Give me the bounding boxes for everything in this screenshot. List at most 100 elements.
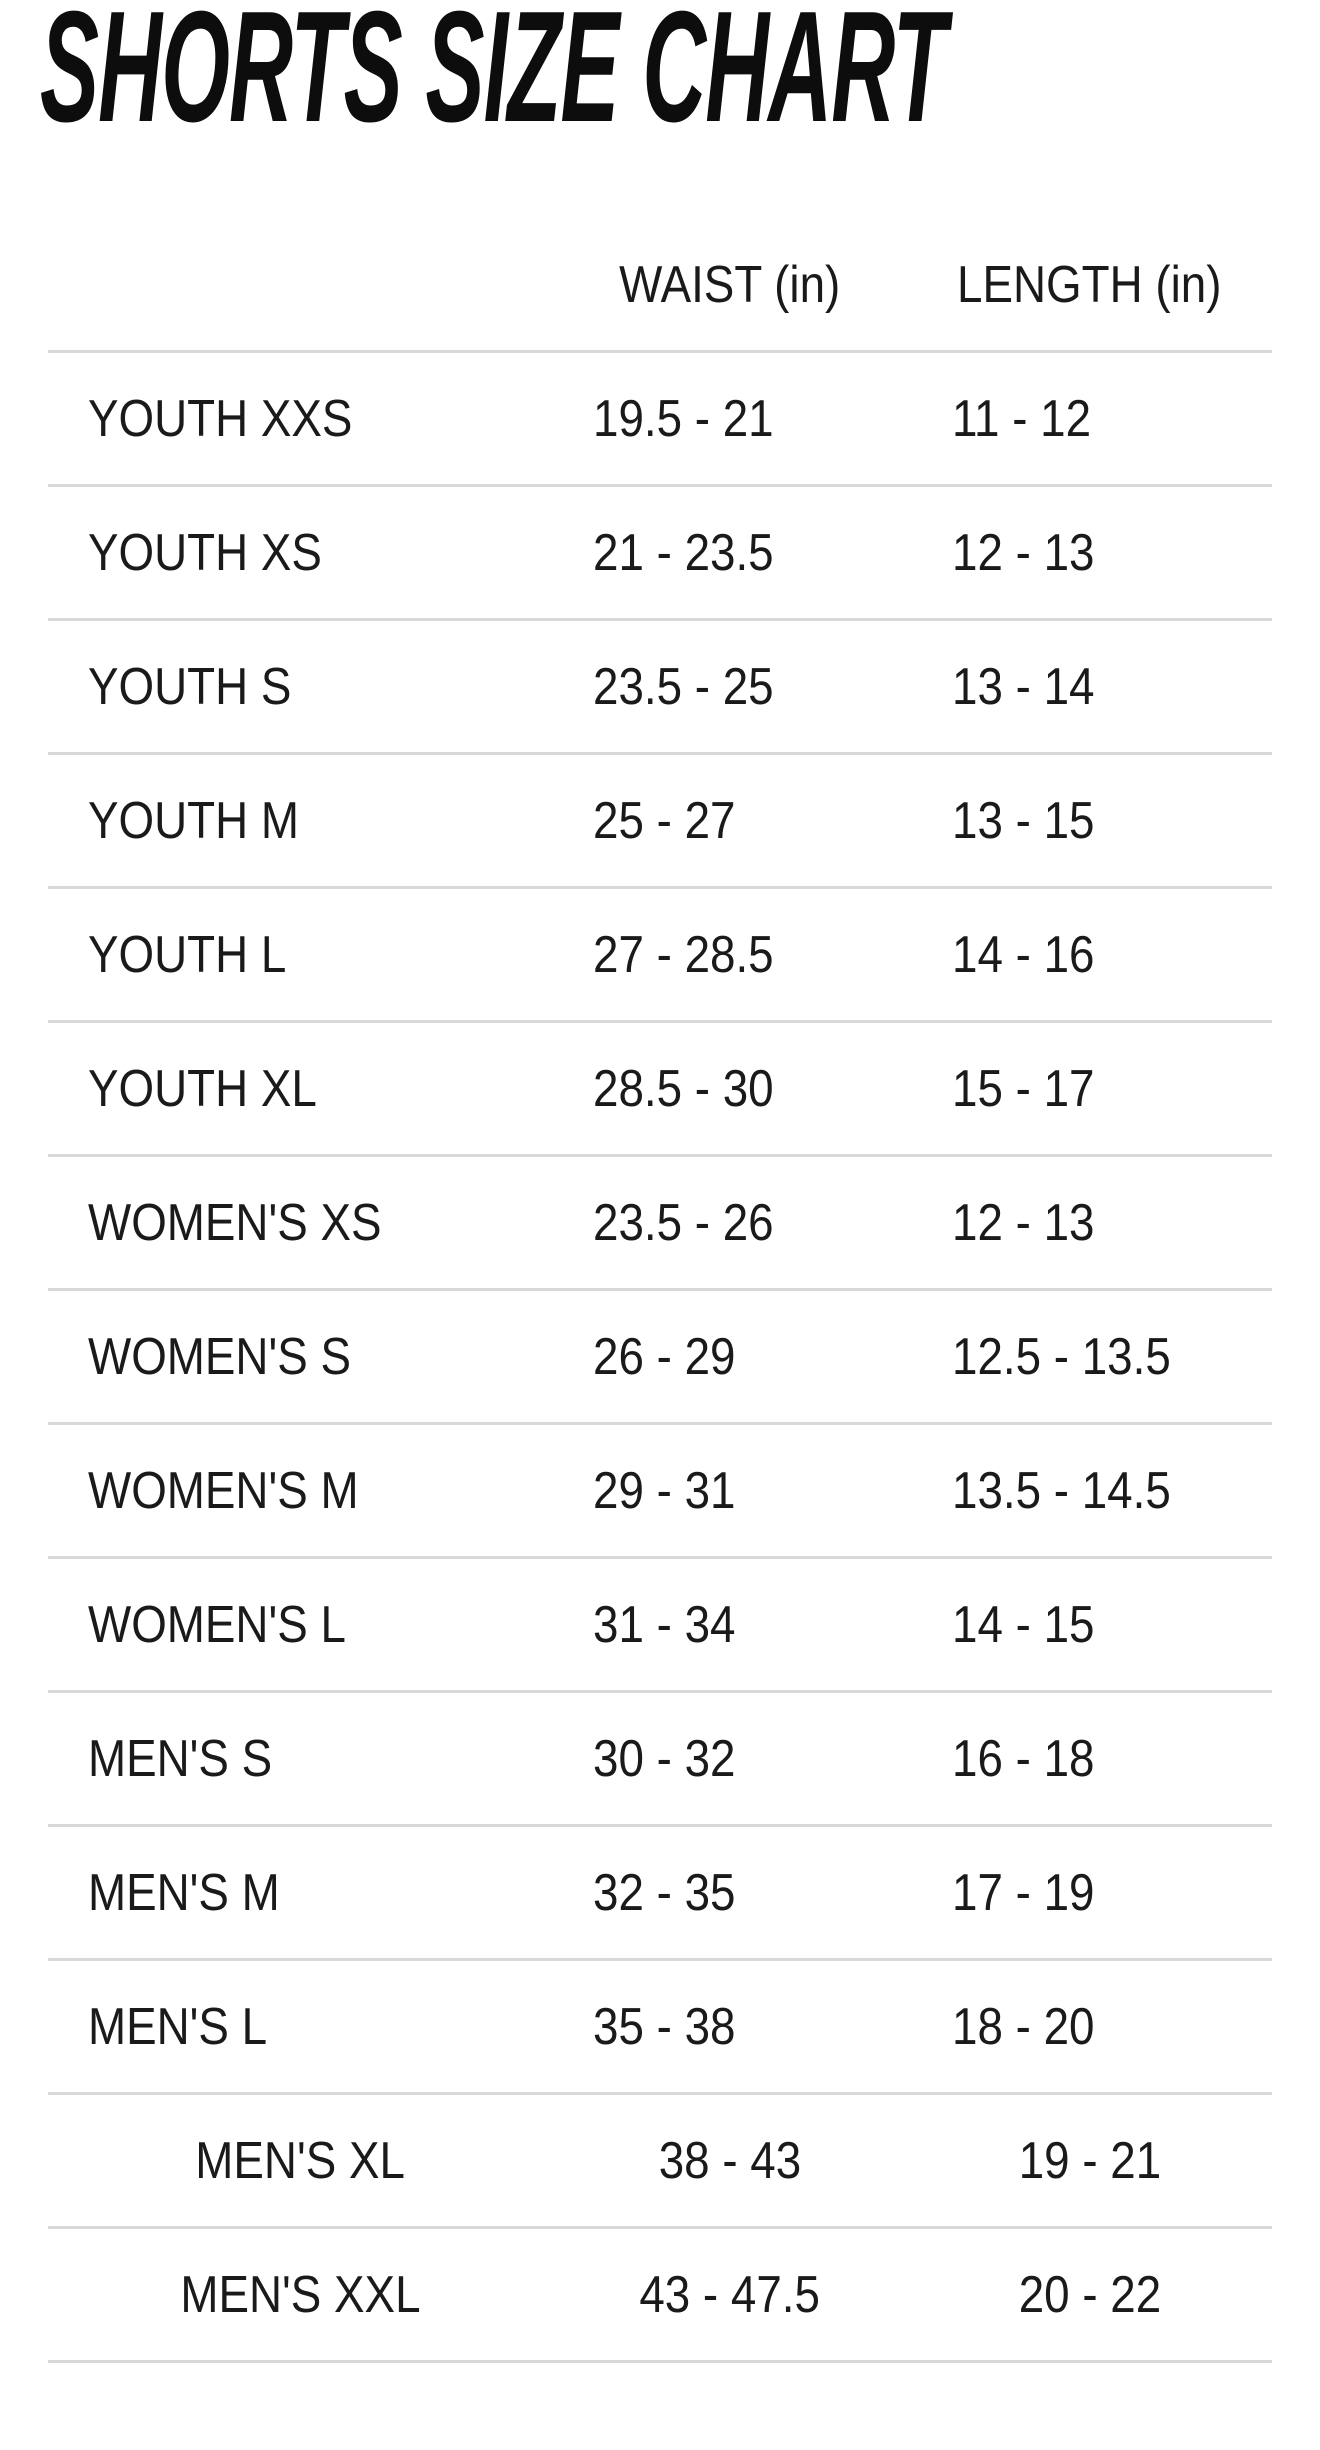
length-value: 12 - 13: [952, 1193, 1095, 1252]
table-row: YOUTH L 27 - 28.5 14 - 16: [48, 888, 1272, 1022]
size-label: YOUTH XL: [88, 1059, 317, 1118]
table-row: WOMEN'S L 31 - 34 14 - 15: [48, 1558, 1272, 1692]
page-title: SHORTS SIZE CHART: [40, 0, 947, 155]
length-value: 12.5 - 13.5: [952, 1327, 1171, 1386]
size-cell: MEN'S M: [48, 1826, 553, 1960]
length-cell: 11 - 12: [907, 352, 1272, 486]
waist-value: 32 - 35: [593, 1863, 736, 1922]
table-body: YOUTH XXS 19.5 - 21 11 - 12 YOUTH XS 21 …: [48, 352, 1272, 2362]
waist-value: 38 - 43: [658, 2131, 802, 2190]
length-value: 15 - 17: [952, 1059, 1095, 1118]
size-cell: MEN'S XXL: [48, 2228, 553, 2362]
size-label: MEN'S L: [88, 1997, 268, 2056]
header-cell-waist: WAIST (in): [553, 219, 907, 352]
waist-cell: 29 - 31: [553, 1424, 907, 1558]
waist-value: 26 - 29: [593, 1327, 736, 1386]
size-cell: WOMEN'S S: [48, 1290, 553, 1424]
length-value: 13 - 15: [952, 791, 1095, 850]
title-area: SHORTS SIZE CHART: [40, 0, 1272, 219]
table-row: MEN'S XXL 43 - 47.5 20 - 22: [48, 2228, 1272, 2362]
length-cell: 14 - 15: [907, 1558, 1272, 1692]
waist-cell: 25 - 27: [553, 754, 907, 888]
length-value: 13.5 - 14.5: [952, 1461, 1171, 1520]
length-cell: 12 - 13: [907, 1156, 1272, 1290]
size-chart-table: WAIST (in) LENGTH (in) YOUTH XXS 19.5 - …: [48, 219, 1272, 2363]
header-row: WAIST (in) LENGTH (in): [48, 219, 1272, 352]
header-cell-length: LENGTH (in): [907, 219, 1272, 352]
size-label: MEN'S M: [88, 1863, 280, 1922]
size-cell: YOUTH M: [48, 754, 553, 888]
size-label: MEN'S XL: [195, 2131, 406, 2190]
size-cell: YOUTH XS: [48, 486, 553, 620]
size-label: WOMEN'S XS: [88, 1193, 382, 1252]
size-label: WOMEN'S L: [88, 1595, 346, 1654]
waist-cell: 21 - 23.5: [553, 486, 907, 620]
size-label: YOUTH XS: [88, 523, 322, 582]
length-value: 13 - 14: [952, 657, 1095, 716]
length-cell: 19 - 21: [907, 2094, 1272, 2228]
header-waist-label: WAIST (in): [619, 255, 841, 314]
size-cell: WOMEN'S L: [48, 1558, 553, 1692]
header-length-label: LENGTH (in): [957, 255, 1222, 314]
waist-value: 21 - 23.5: [593, 523, 774, 582]
table-row: YOUTH S 23.5 - 25 13 - 14: [48, 620, 1272, 754]
table-row: MEN'S XL 38 - 43 19 - 21: [48, 2094, 1272, 2228]
length-cell: 18 - 20: [907, 1960, 1272, 2094]
length-value: 12 - 13: [952, 523, 1095, 582]
table-row: YOUTH XXS 19.5 - 21 11 - 12: [48, 352, 1272, 486]
size-label: MEN'S XXL: [180, 2265, 421, 2324]
waist-cell: 28.5 - 30: [553, 1022, 907, 1156]
waist-cell: 35 - 38: [553, 1960, 907, 2094]
waist-cell: 19.5 - 21: [553, 352, 907, 486]
length-cell: 13 - 14: [907, 620, 1272, 754]
size-cell: YOUTH XXS: [48, 352, 553, 486]
size-cell: MEN'S XL: [48, 2094, 553, 2228]
table-row: MEN'S L 35 - 38 18 - 20: [48, 1960, 1272, 2094]
length-cell: 14 - 16: [907, 888, 1272, 1022]
length-cell: 20 - 22: [907, 2228, 1272, 2362]
waist-cell: 32 - 35: [553, 1826, 907, 1960]
size-label: YOUTH M: [88, 791, 299, 850]
length-cell: 12 - 13: [907, 486, 1272, 620]
waist-value: 43 - 47.5: [639, 2265, 821, 2324]
size-chart-page: SHORTS SIZE CHART WAIST (in) LENGTH (in): [40, 0, 1272, 2363]
size-label: YOUTH XXS: [88, 389, 353, 448]
table-row: WOMEN'S XS 23.5 - 26 12 - 13: [48, 1156, 1272, 1290]
length-cell: 16 - 18: [907, 1692, 1272, 1826]
waist-cell: 31 - 34: [553, 1558, 907, 1692]
size-cell: WOMEN'S M: [48, 1424, 553, 1558]
length-value: 18 - 20: [952, 1997, 1095, 2056]
waist-value: 28.5 - 30: [593, 1059, 774, 1118]
waist-value: 27 - 28.5: [593, 925, 774, 984]
size-cell: MEN'S S: [48, 1692, 553, 1826]
waist-cell: 23.5 - 25: [553, 620, 907, 754]
length-cell: 15 - 17: [907, 1022, 1272, 1156]
table-row: YOUTH XL 28.5 - 30 15 - 17: [48, 1022, 1272, 1156]
length-cell: 12.5 - 13.5: [907, 1290, 1272, 1424]
size-cell: WOMEN'S XS: [48, 1156, 553, 1290]
size-cell: YOUTH L: [48, 888, 553, 1022]
length-cell: 13.5 - 14.5: [907, 1424, 1272, 1558]
waist-value: 30 - 32: [593, 1729, 736, 1788]
size-cell: YOUTH XL: [48, 1022, 553, 1156]
waist-cell: 43 - 47.5: [553, 2228, 907, 2362]
waist-cell: 23.5 - 26: [553, 1156, 907, 1290]
waist-cell: 27 - 28.5: [553, 888, 907, 1022]
header-cell-size: [48, 219, 553, 352]
table-row: MEN'S S 30 - 32 16 - 18: [48, 1692, 1272, 1826]
table-row: WOMEN'S S 26 - 29 12.5 - 13.5: [48, 1290, 1272, 1424]
size-label: YOUTH L: [88, 925, 287, 984]
waist-cell: 30 - 32: [553, 1692, 907, 1826]
size-label: WOMEN'S M: [88, 1461, 359, 1520]
length-value: 19 - 21: [1018, 2131, 1161, 2190]
length-value: 11 - 12: [952, 389, 1092, 448]
length-value: 14 - 16: [952, 925, 1095, 984]
size-label: YOUTH S: [88, 657, 292, 716]
size-label: MEN'S S: [88, 1729, 273, 1788]
waist-value: 25 - 27: [593, 791, 736, 850]
waist-value: 23.5 - 26: [593, 1193, 774, 1252]
waist-value: 31 - 34: [593, 1595, 736, 1654]
length-value: 17 - 19: [952, 1863, 1095, 1922]
waist-value: 35 - 38: [593, 1997, 736, 2056]
table-row: MEN'S M 32 - 35 17 - 19: [48, 1826, 1272, 1960]
